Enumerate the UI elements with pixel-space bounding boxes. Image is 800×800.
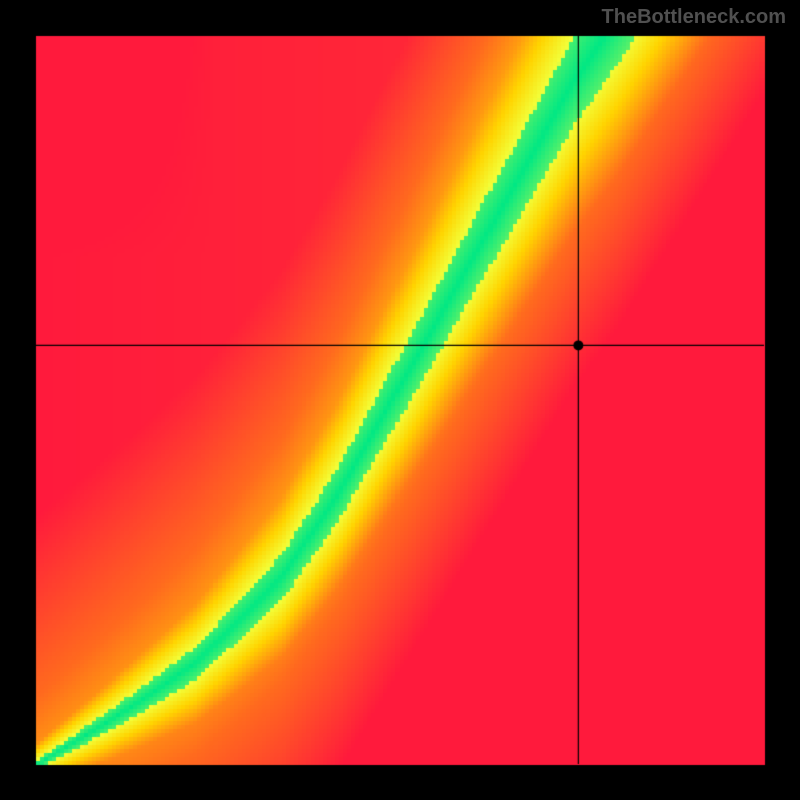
watermark-text: TheBottleneck.com <box>602 6 786 29</box>
bottleneck-heatmap-canvas <box>0 0 800 800</box>
chart-container: TheBottleneck.com <box>0 0 800 800</box>
